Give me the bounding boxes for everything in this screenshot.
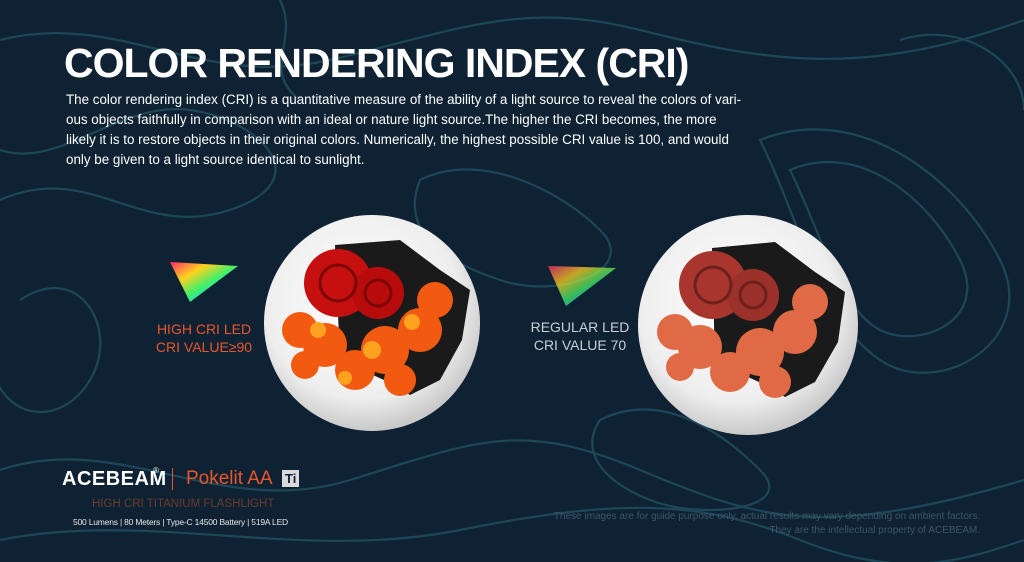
disclaimer: These images are for guide purpose only,… bbox=[554, 510, 980, 538]
label-line: CRI VALUE 70 bbox=[533, 337, 627, 353]
gamut-high bbox=[170, 262, 238, 302]
label-line: HIGH CRI LED bbox=[156, 321, 252, 337]
description-line: only be given to a light source identica… bbox=[66, 152, 365, 167]
description: The color rendering index (CRI) is a qua… bbox=[66, 90, 741, 170]
product-name: Pokelit AA bbox=[186, 468, 273, 489]
separator bbox=[172, 468, 173, 490]
gamut-regular bbox=[548, 266, 616, 306]
high-cri-label: HIGH CRI LED CRI VALUE≥90 bbox=[134, 320, 274, 356]
description-line: The color rendering index (CRI) is a qua… bbox=[66, 92, 742, 107]
registered-mark: ® bbox=[153, 466, 159, 475]
label-line: REGULAR LED bbox=[530, 319, 630, 335]
regular-label: REGULAR LED CRI VALUE 70 bbox=[510, 318, 650, 354]
regular-sample bbox=[638, 215, 858, 435]
description-line: likely it is to restore objects in their… bbox=[66, 132, 729, 147]
label-line: CRI VALUE≥90 bbox=[155, 339, 253, 355]
disclaimer-line: They are the intellectual property of AC… bbox=[769, 525, 980, 536]
brand: ACEBEAM bbox=[62, 468, 167, 490]
title: COLOR RENDERING INDEX (CRI) bbox=[64, 40, 689, 86]
specs: 500 Lumens | 80 Meters | Type-C 14500 Ba… bbox=[73, 517, 288, 527]
material-badge: Ti bbox=[282, 470, 300, 487]
description-line: ous objects faithfully in comparison wit… bbox=[66, 112, 717, 127]
product-subtitle: HIGH CRI TITANIUM FLASHLIGHT bbox=[92, 498, 275, 510]
high-cri-sample bbox=[264, 215, 480, 431]
disclaimer-line: These images are for guide purpose only,… bbox=[553, 511, 980, 522]
